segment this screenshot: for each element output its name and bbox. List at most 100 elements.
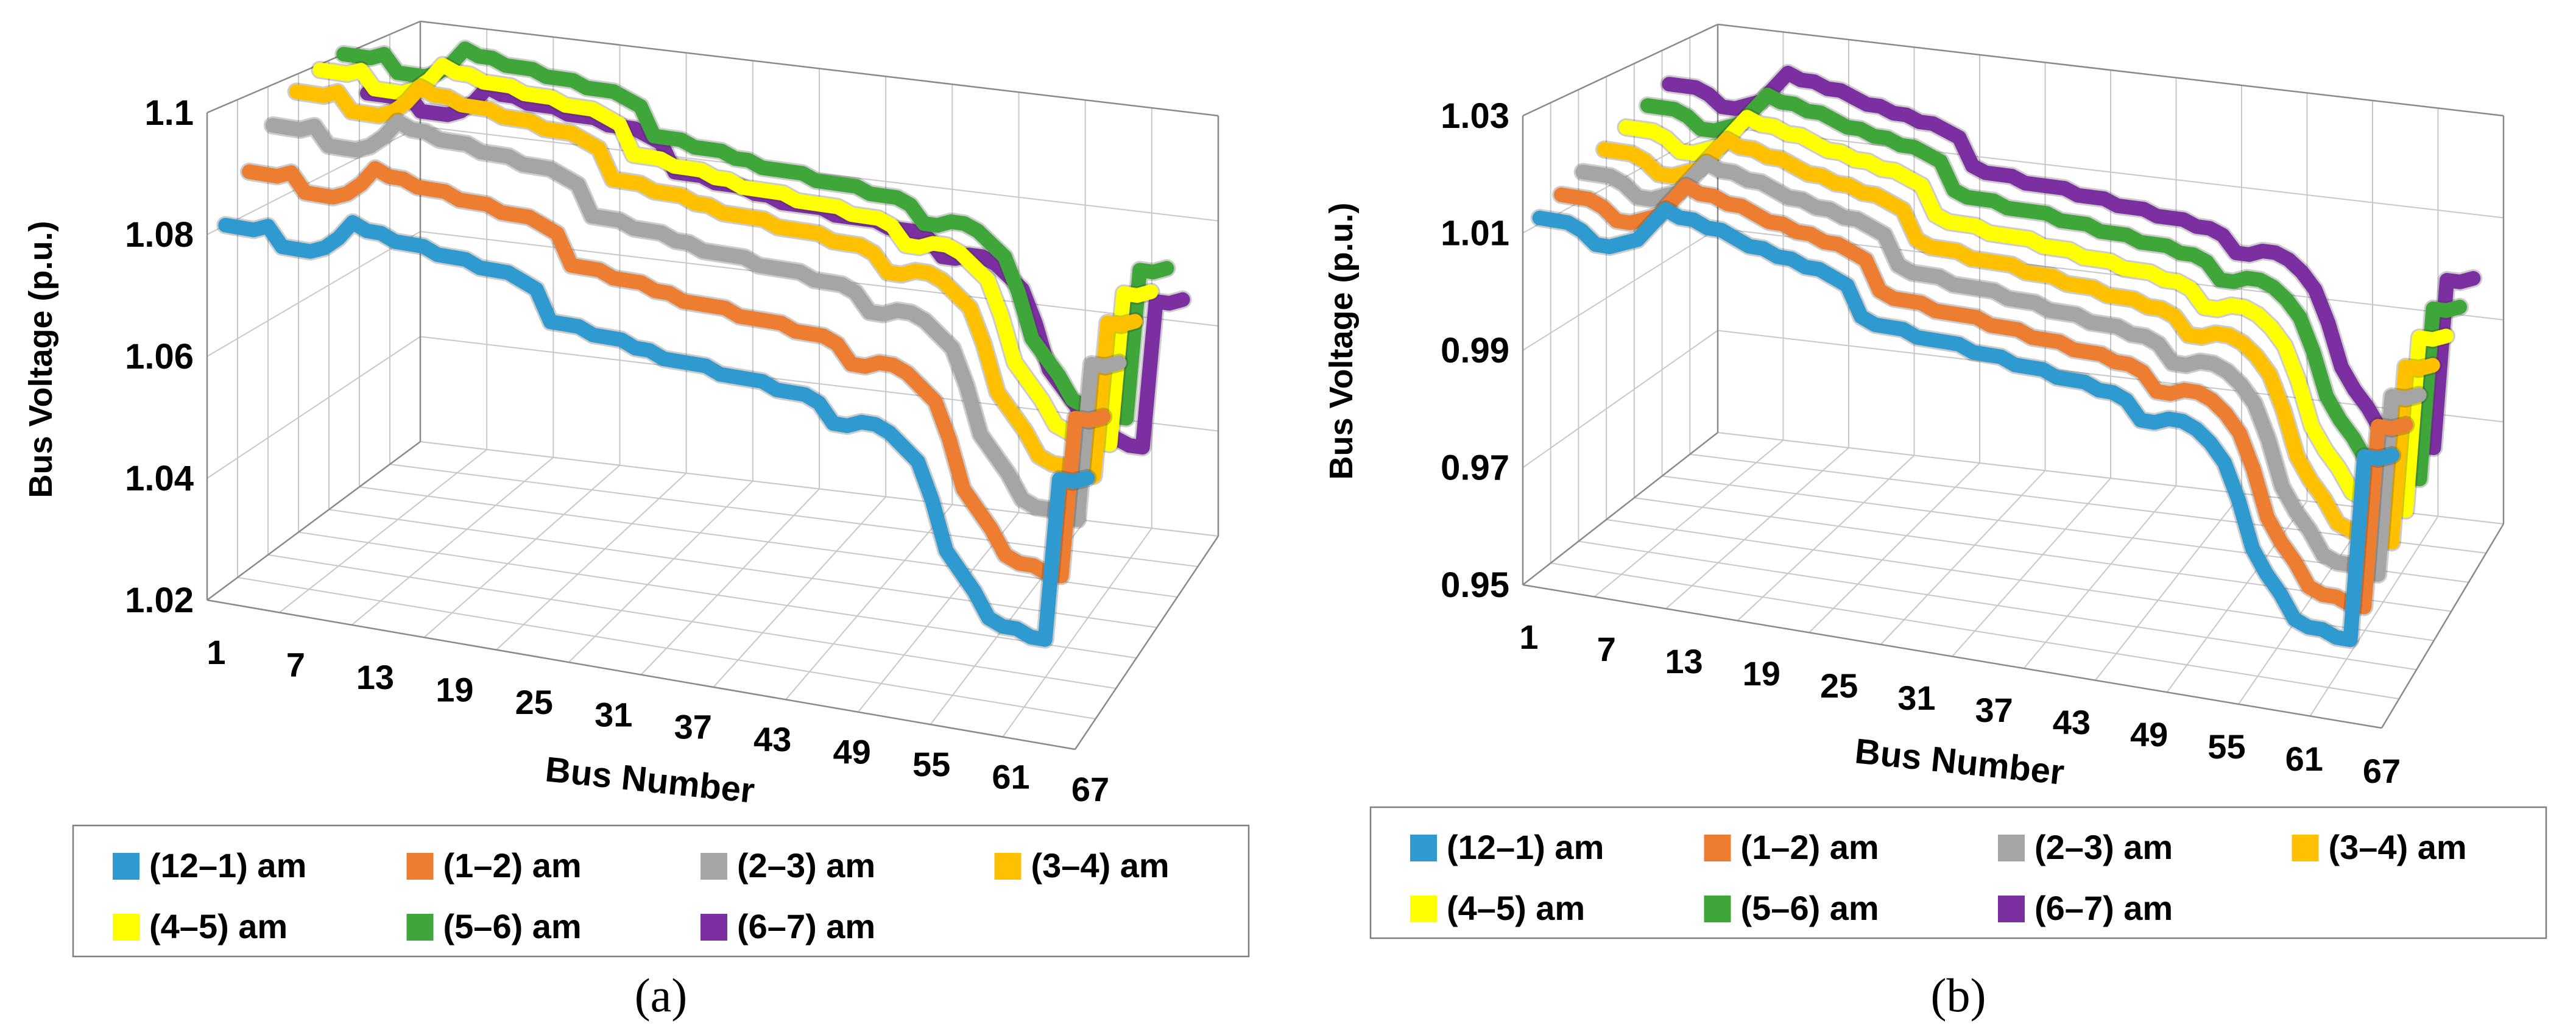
x-tick-label: 13: [1665, 642, 1703, 680]
floor-gridline: [496, 472, 687, 651]
panel-label: (a): [635, 969, 688, 1022]
axis-frame-edge: [420, 20, 1219, 117]
floor-gridline: [1550, 562, 2399, 700]
x-tick-label: 31: [595, 695, 632, 733]
series-line-1: [218, 215, 1095, 647]
chart-a: 1.02 1.04 1.06 1.08 1.1 Bus Voltage (p.u.) 1 7 1…: [23, 20, 1250, 1022]
legend: (12–1) am (1–2) am (2–3) am (3–4) am (4–5) a…: [72, 824, 1250, 958]
legend-swatch-3: [700, 853, 727, 880]
x-tick-label: 55: [912, 745, 950, 783]
y-tick-label: 0.97: [1441, 448, 1509, 488]
floor-gridline: [1002, 528, 1152, 738]
back-wall-gridline: [1717, 125, 2504, 219]
axis-frame-edge: [1522, 23, 1718, 117]
chart-panel-b: 0.95 0.97 0.99 1.01 1.03 Bus Voltage (p.u.) 1 7…: [1297, 0, 2576, 1032]
floor-gridline: [713, 496, 886, 688]
series-line-4: [289, 80, 1143, 483]
x-tick-label: 19: [1743, 654, 1780, 693]
floor-gridline: [298, 531, 1137, 659]
series-line-3: [265, 114, 1127, 527]
series-line-3: [1575, 155, 2427, 582]
axis-frame-edge: [206, 599, 1076, 751]
series-line-6: [336, 41, 1174, 426]
series-line-2: [1554, 178, 2413, 615]
x-tick-label: 37: [1975, 691, 2013, 729]
legend-swatch-4: [994, 853, 1022, 880]
legend-swatch-1: [113, 853, 139, 880]
series-line-2: [242, 161, 1111, 584]
series-line-5: [1618, 110, 2454, 518]
legend-label-4: (3–4) am: [2329, 828, 2467, 866]
legend-swatch-1: [1410, 835, 1437, 861]
floor-gridline: [1737, 454, 1915, 621]
x-axis-title: Bus Number: [1853, 731, 2066, 793]
x-tick-label: 7: [1597, 630, 1616, 668]
y-axis-title: Bus Voltage (p.u.): [23, 221, 59, 498]
x-tick-label: 49: [833, 733, 870, 771]
panel-label: (b): [1931, 969, 1986, 1022]
axis-frame-edge: [2380, 523, 2505, 729]
x-tick-label: 67: [1071, 770, 1109, 808]
axis-frame-edge: [1717, 23, 2504, 117]
floor-gridline: [1593, 439, 1784, 598]
legend-label-2: (1–2) am: [1741, 828, 1879, 866]
plot-area: [206, 20, 1219, 751]
x-tick-label: 55: [2207, 727, 2245, 766]
floor-gridline: [237, 576, 1096, 719]
chart-b: 0.95 0.97 0.99 1.01 1.03 Bus Voltage (p.u.) 1 7…: [1323, 23, 2547, 1022]
floor-gridline: [2023, 485, 2177, 669]
floor-gridline: [1952, 478, 2111, 657]
floor-gridline: [328, 509, 1157, 628]
x-tick-label: 61: [992, 758, 1029, 796]
legend-label-2: (1–2) am: [443, 846, 582, 885]
x-tick-label: 13: [356, 658, 394, 696]
legend-label-7: (6–7) am: [737, 907, 875, 945]
axis-frame-edge: [206, 440, 421, 601]
floor-gridline: [267, 554, 1117, 689]
floor-gridline: [1578, 540, 2417, 671]
legend-swatch-5: [1410, 896, 1437, 922]
x-tick-label: 25: [1820, 666, 1858, 705]
floor-gridline: [1880, 470, 2046, 645]
x-tick-label: 1: [1519, 618, 1538, 656]
legend-label-5: (4–5) am: [149, 907, 288, 945]
floor-gridline: [359, 486, 1177, 598]
legend-label-1: (12–1) am: [149, 846, 306, 885]
legend-swatch-3: [1998, 835, 2025, 861]
floor-gridline: [857, 512, 1020, 713]
back-wall-gridline: [420, 441, 1219, 537]
x-tick-label: 25: [515, 683, 553, 721]
x-tick-label: 43: [753, 720, 791, 758]
y-tick-label: 1.08: [125, 215, 194, 255]
legend-swatch-7: [700, 914, 727, 941]
x-tick-label: 19: [436, 670, 473, 709]
y-tick-label: 1.06: [125, 337, 194, 376]
y-tick-label: 1.01: [1441, 214, 1509, 253]
y-tick-label: 0.99: [1441, 331, 1509, 370]
legend-swatch-6: [1704, 896, 1731, 922]
series-line-6: [1640, 87, 2468, 487]
floor-gridline: [568, 480, 753, 663]
legend-label-5: (4–5) am: [1447, 889, 1585, 927]
x-tick-label: 61: [2285, 740, 2323, 778]
floor-gridline: [279, 449, 487, 613]
legend-box: [72, 824, 1250, 958]
legend-swatch-4: [2292, 835, 2319, 861]
y-axis-title: Bus Voltage (p.u.): [1323, 203, 1360, 480]
legend-box: [1369, 806, 2547, 939]
y-tick-label: 1.04: [125, 459, 194, 498]
axis-frame-edge: [1074, 535, 1219, 750]
x-tick-label: 67: [2363, 752, 2401, 790]
floor-gridline: [351, 457, 554, 626]
legend-label-3: (2–3) am: [2034, 828, 2173, 866]
legend-label-7: (6–7) am: [2034, 889, 2173, 927]
floor-gridline: [1808, 462, 1980, 634]
side-wall-gridline: [1522, 228, 1718, 351]
y-tick-label: 0.95: [1441, 565, 1509, 605]
axis-frame-edge: [1522, 584, 2382, 729]
floor-gridline: [1665, 447, 1849, 609]
side-wall-gridline: [206, 336, 421, 479]
floor-gridline: [2309, 515, 2439, 716]
series-line-7: [1662, 65, 2481, 456]
x-tick-label: 37: [674, 708, 712, 746]
